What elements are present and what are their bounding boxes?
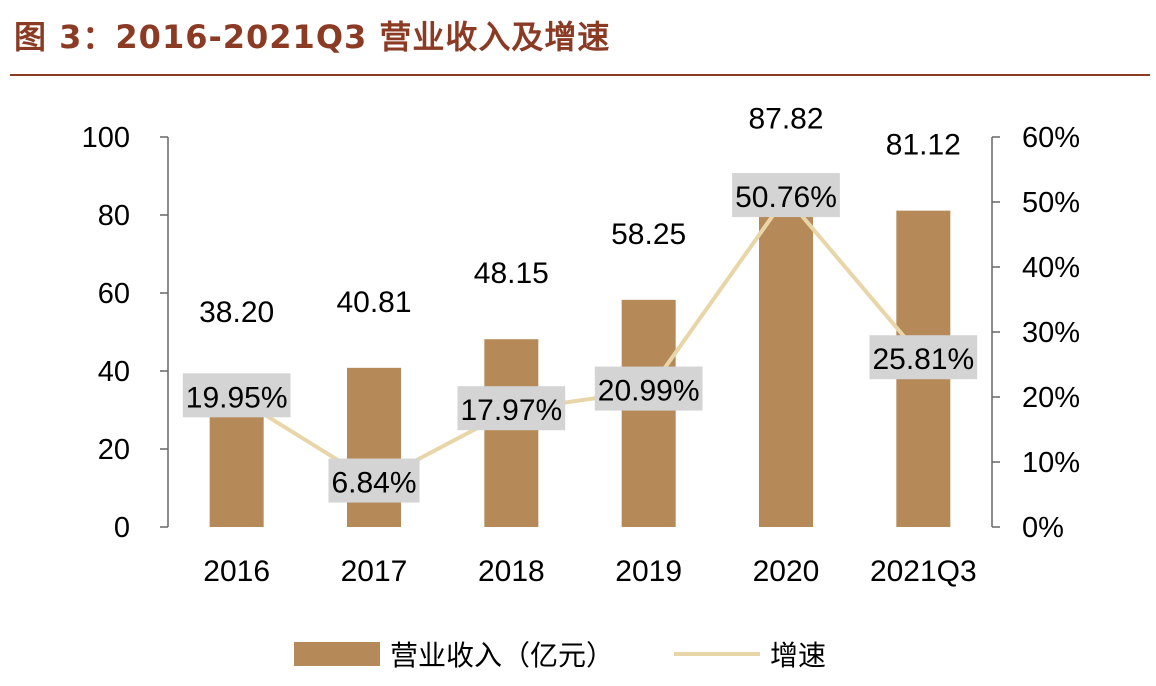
category-label: 2018 — [478, 555, 545, 588]
bar-value-label: 48.15 — [474, 257, 549, 290]
bar-2017 — [347, 367, 401, 527]
bar-2018 — [484, 339, 539, 527]
growth-label-box — [732, 173, 840, 218]
right-axis-tick-label: 20% — [1022, 382, 1080, 414]
figure-title: 图 3：2016-2021Q3 营业收入及增速 — [14, 18, 611, 56]
growth-label: 20.99% — [594, 366, 703, 411]
bar-2019 — [621, 299, 676, 527]
right-axis-tick-label: 10% — [1022, 447, 1080, 479]
bar-value-label: 58.25 — [611, 218, 686, 251]
right-axis-tick-label: 40% — [1022, 252, 1080, 284]
bar-value-label: 40.81 — [336, 286, 411, 319]
growth-label: 50.76% — [732, 173, 840, 218]
growth-label-text: 17.97% — [460, 394, 562, 427]
growth-label-box — [182, 373, 291, 418]
category-label: 2021Q3 — [870, 555, 977, 588]
growth-label-box — [594, 366, 703, 411]
legend: 营业收入（亿元） 增速 — [294, 634, 826, 674]
right-axis-tick-label: 30% — [1022, 317, 1080, 349]
left-axis-tick-label: 60 — [98, 278, 130, 310]
bar-value-label: 87.82 — [748, 103, 823, 136]
legend-line-label: 增速 — [770, 639, 827, 672]
title-divider — [10, 74, 1150, 76]
left-axis: 0 20 40 60 80 100 — [82, 122, 169, 544]
bar-series — [209, 184, 951, 527]
growth-label: 6.84% — [328, 458, 420, 503]
right-axis-tick-label: 60% — [1022, 122, 1080, 154]
category-labels: 2016 2017 2018 2019 2020 2021Q3 — [203, 555, 976, 588]
legend-line-swatch — [674, 652, 761, 656]
right-axis-tick-label: 0% — [1022, 512, 1064, 544]
left-axis-tick-label: 20 — [98, 434, 130, 466]
right-axis-tick-label: 50% — [1022, 187, 1080, 219]
bar-2020 — [759, 184, 813, 527]
left-axis-tick-label: 80 — [98, 200, 130, 232]
legend-bar-label: 营业收入（亿元） — [390, 639, 615, 672]
growth-line-series — [235, 195, 925, 485]
growth-label-text: 6.84% — [331, 467, 416, 500]
bar-value-label: 81.12 — [886, 129, 961, 162]
growth-label-text: 19.95% — [186, 381, 288, 414]
growth-label-text: 25.81% — [872, 343, 974, 376]
left-axis-tick-label: 100 — [82, 122, 130, 154]
growth-label-box — [328, 458, 420, 503]
category-label: 2017 — [341, 555, 408, 588]
growth-label: 17.97% — [457, 386, 566, 431]
bar-value-labels: 38.20 40.81 48.15 58.25 87.82 81.12 — [199, 103, 961, 330]
left-axis-tick-label: 40 — [98, 356, 130, 388]
growth-labels: 19.95% 6.84% 17.97% 20.99% 50.76% 25.81% — [182, 173, 978, 503]
growth-label: 19.95% — [182, 373, 291, 418]
growth-label-text: 20.99% — [598, 375, 700, 408]
growth-line — [235, 195, 925, 485]
growth-label-text: 50.76% — [735, 181, 837, 214]
growth-label-box — [869, 335, 978, 380]
category-label: 2019 — [615, 555, 682, 588]
left-axis-tick-label: 0 — [114, 512, 130, 544]
right-axis: 0% 10% 20% 30% 40% 50% 60% — [991, 122, 1080, 544]
category-label: 2016 — [203, 555, 270, 588]
growth-label: 25.81% — [869, 335, 978, 380]
bar-value-label: 38.20 — [199, 296, 274, 329]
category-label: 2020 — [753, 555, 820, 588]
legend-bar-swatch — [294, 642, 380, 666]
growth-label-box — [457, 386, 566, 431]
